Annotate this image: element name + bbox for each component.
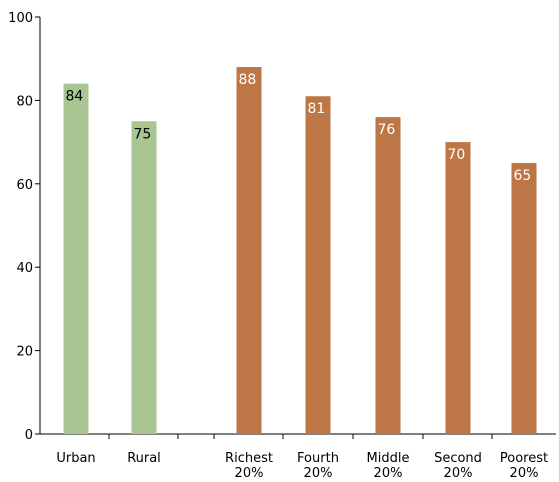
x-axis [40, 434, 556, 439]
y-tick-label: 0 [25, 428, 33, 443]
y-tick-label: 40 [16, 261, 33, 276]
bar [512, 163, 537, 434]
bar-value-label: 81 [308, 101, 326, 117]
category-label: Rural [127, 451, 161, 466]
bar-value-label: 88 [239, 72, 257, 88]
bar-value-label: 84 [66, 89, 84, 105]
bar-value-label: 70 [448, 147, 466, 163]
y-tick-label: 100 [8, 11, 33, 26]
y-tick-label: 60 [16, 178, 33, 193]
category-label: Poorest [500, 451, 548, 466]
bar [446, 142, 471, 434]
category-label: Middle [367, 451, 410, 466]
bar [132, 121, 157, 434]
category-label: 20% [304, 466, 333, 481]
y-tick-label: 80 [16, 94, 33, 109]
category-label: Fourth [297, 451, 339, 466]
category-label: 20% [374, 466, 403, 481]
category-label: Second [434, 451, 482, 466]
category-labels: Urban Rural Richest20%Fourth20%Middle20%Se… [56, 451, 548, 481]
bars [64, 67, 537, 434]
bar-value-label: 65 [514, 168, 532, 184]
y-axis: 0 20 40 60 80 100 [8, 11, 40, 443]
bar [237, 67, 262, 434]
bar-value-label: 76 [378, 122, 396, 138]
y-tick-label: 20 [16, 345, 33, 360]
category-label: Richest [225, 451, 273, 466]
bar [306, 96, 331, 434]
category-label: Urban [56, 451, 95, 466]
category-label: 20% [444, 466, 473, 481]
bar [64, 84, 89, 434]
category-label: 20% [235, 466, 264, 481]
bar-value-label: 75 [134, 126, 152, 142]
bar [376, 117, 401, 434]
category-label: 20% [510, 466, 539, 481]
